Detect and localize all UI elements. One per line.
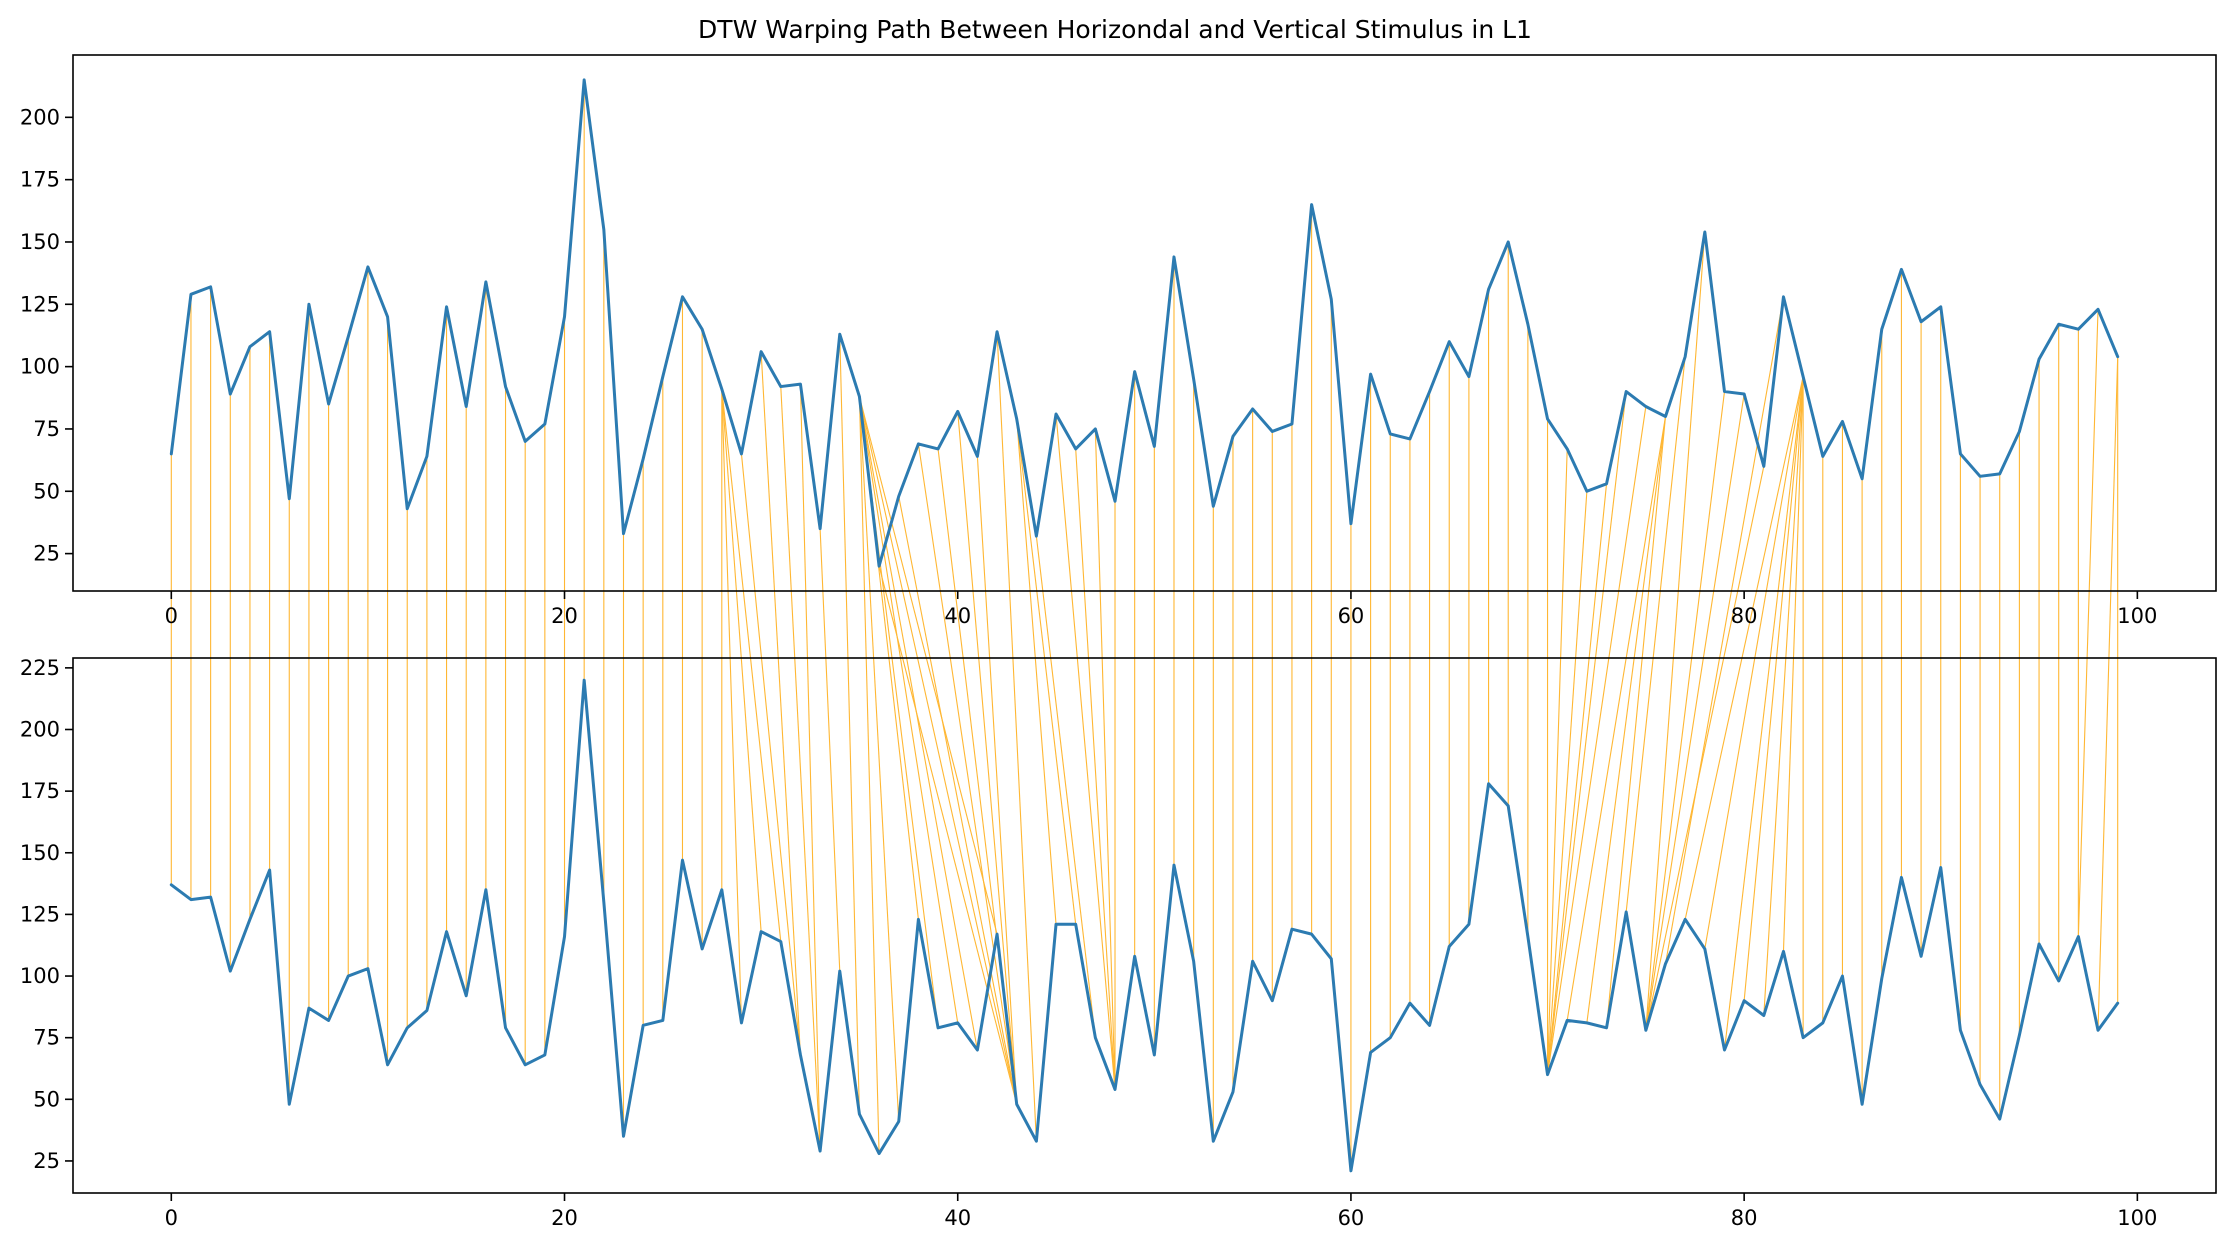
warping-path-line [858,396,959,1023]
x-tick-label: 0 [165,1206,178,1230]
warping-path-line [1075,448,1116,1090]
y-tick-label: 75 [33,417,60,441]
warping-path-line [1664,296,1785,964]
warping-path-line [1016,418,1077,925]
x-tick-label: 100 [2117,604,2157,628]
y-tick-label: 75 [33,1026,60,1050]
x-tick-label: 60 [1338,604,1365,628]
bottom-axes-frame [72,657,2217,1194]
y-tick-label: 175 [20,168,60,192]
warping-path-line [1605,416,1667,1028]
y-tick-label: 200 [20,105,60,129]
y-tick-label: 150 [20,841,60,865]
y-tick-label: 225 [20,656,60,680]
warping-path-line [1546,406,1647,1075]
warping-path-line [957,411,1018,1105]
bottom-series-line [169,678,2120,1173]
warping-path-line [1546,491,1588,1075]
y-tick-label: 50 [33,479,60,503]
warping-path-line [858,396,880,1154]
warping-path-line [2097,356,2119,1031]
warping-path-line [1546,448,1568,1075]
warping-path-line [1094,428,1116,1090]
x-tick-label: 100 [2117,1206,2157,1230]
warping-path-line [996,331,1037,1142]
warping-path-line [2077,309,2099,937]
warping-path-line [1566,416,1667,1021]
warping-path-line [858,396,998,935]
x-tick-label: 80 [1731,1206,1758,1230]
warping-path-line [799,384,821,1152]
x-tick-label: 80 [1731,604,1758,628]
bottom-panel: 0 20 40 60 80 100 25 50 75 100 125 150 175 200 225 [20,656,2217,1230]
warping-path-line [721,389,762,932]
warping-path-line [1546,391,1627,1075]
warping-path-line [819,528,841,972]
warping-path-line [1645,466,1765,1031]
warping-path-line [1625,356,1686,912]
top-series-line [169,78,2120,568]
warping-path-line [1016,418,1057,925]
warping-path-line [1684,376,1804,920]
warping-path-line [976,456,1018,1105]
warping-path-line [858,396,1018,1105]
x-tick-label: 40 [944,604,971,628]
y-tick-label: 150 [20,230,60,254]
warping-path-line [1586,416,1667,1023]
warping-path-line [898,496,1018,1105]
warping-path-line [1704,376,1804,950]
warping-path-line [1035,536,1096,1038]
y-tick-label: 25 [33,542,60,566]
y-tick-label: 175 [20,779,60,803]
warping-path-line [1723,376,1804,1051]
warping-path-line [721,389,743,1023]
y-tick-label: 50 [33,1087,60,1111]
top-panel: 0 20 40 60 80 100 25 50 75 100 125 150 175 200 [20,54,2217,628]
warping-path-line [839,334,860,1115]
warping-path-line [858,396,900,1122]
warping-path [170,79,2119,1171]
x-tick-label: 60 [1338,1206,1365,1230]
warping-path-line [740,453,801,1055]
warping-path-line [721,389,782,942]
x-tick-label: 0 [165,604,178,628]
y-tick-label: 100 [20,355,60,379]
warping-path-line [1743,376,1804,1001]
y-tick-label: 100 [20,964,60,988]
warping-path-line [1645,391,1726,1031]
x-tick-label: 20 [551,604,578,628]
warping-path-line [1645,393,1745,1031]
warping-path-line [878,565,1018,1105]
y-tick-label: 125 [20,902,60,926]
warping-path-line [780,386,821,1152]
y-tick-label: 200 [20,717,60,741]
top-axes-frame [72,54,2217,592]
chart-title: DTW Warping Path Between Horizondal and … [698,15,1532,44]
warping-path-line [1055,413,1116,1090]
warping-path-line [1645,231,1706,1031]
x-tick-label: 20 [551,1206,578,1230]
warping-path-line [858,396,978,1051]
y-tick-label: 25 [33,1149,60,1173]
warping-path-line [1782,376,1804,952]
y-tick-label: 125 [20,292,60,316]
warping-path-line [1546,483,1608,1075]
warping-path-line [760,351,801,1055]
warping-path-line [917,443,1018,1105]
warping-path-line [1763,376,1804,1016]
x-tick-label: 40 [944,1206,971,1230]
